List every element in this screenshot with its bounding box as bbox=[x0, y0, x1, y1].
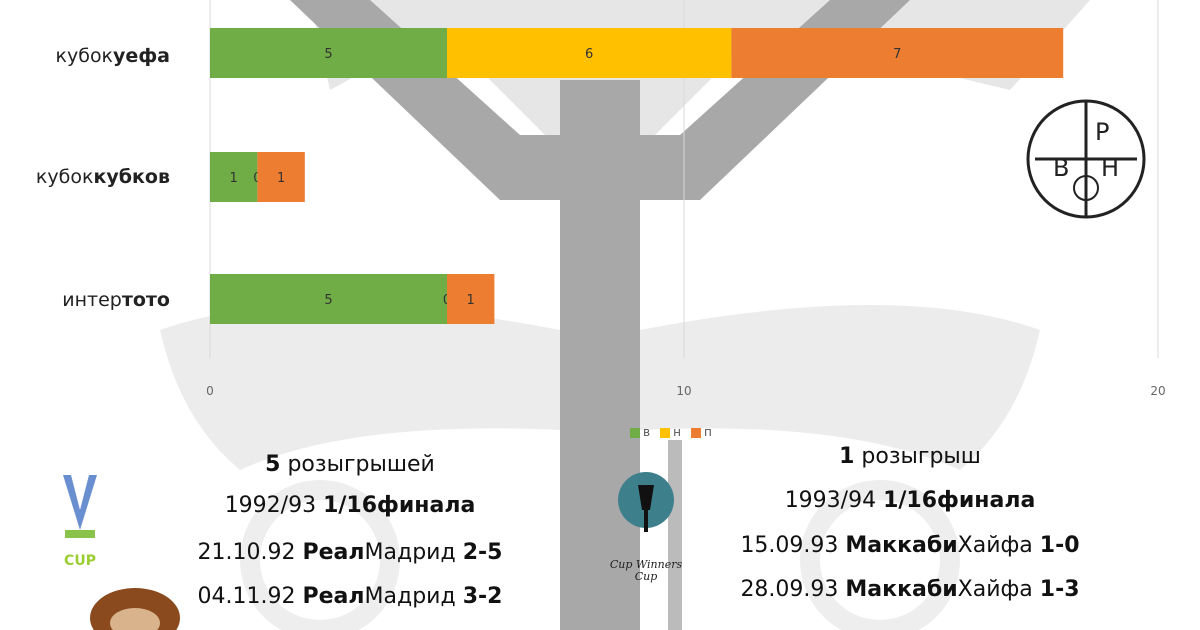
right-season: 1993/94 1/16финала bbox=[784, 488, 1036, 513]
vrn-logo: Р В Н bbox=[1026, 99, 1146, 219]
bar-segment bbox=[210, 28, 447, 78]
data-label: 5 bbox=[324, 293, 332, 308]
category-label-intertoto: интертото bbox=[62, 289, 170, 311]
right-match-2: 28.09.93 МаккабиХайфа 1-3 bbox=[740, 577, 1080, 602]
data-label: 6 bbox=[585, 47, 593, 62]
data-label: 7 bbox=[893, 47, 901, 62]
legend-item-loss: п bbox=[690, 425, 712, 439]
left-season: 1992/93 1/16финала bbox=[224, 493, 476, 518]
data-label: 1 bbox=[467, 293, 475, 308]
bar-segment bbox=[731, 28, 1064, 78]
x-tick-label: 20 bbox=[1150, 384, 1165, 398]
svg-text:Cup: Cup bbox=[635, 570, 658, 583]
x-tick-label: 10 bbox=[676, 384, 691, 398]
data-label: 1 bbox=[277, 171, 285, 186]
legend-item-win: в bbox=[630, 425, 650, 439]
svg-text:Cup Winners: Cup Winners bbox=[610, 558, 683, 571]
legend-item-draw: н bbox=[660, 425, 681, 439]
cup-winners-cup-logo: Cup Winners Cup bbox=[610, 472, 683, 583]
left-match-1: 21.10.92 РеалМадрид 2-5 bbox=[197, 540, 503, 565]
bar-segment bbox=[257, 152, 305, 202]
uefa-cup-logo: CUP bbox=[63, 475, 97, 569]
data-label: 1 bbox=[230, 171, 238, 186]
left-match-2: 04.11.92 РеалМадрид 3-2 bbox=[197, 584, 503, 609]
right-count: 1 розыгрыш bbox=[839, 444, 981, 469]
logo-letter: В bbox=[1053, 154, 1069, 182]
bar-segment bbox=[210, 152, 258, 202]
x-tick-label: 0 bbox=[206, 384, 214, 398]
bar-segment bbox=[447, 28, 732, 78]
right-match-1: 15.09.93 МаккабиХайфа 1-0 bbox=[740, 533, 1080, 558]
bar-segment bbox=[447, 274, 495, 324]
mascot-illustration bbox=[90, 588, 180, 630]
bar-segment bbox=[210, 274, 447, 324]
logo-letter: Р bbox=[1095, 118, 1109, 146]
logo-letter: Н bbox=[1101, 154, 1119, 182]
category-label-uefa: кубокуефа bbox=[55, 45, 171, 67]
category-label-cwc: кубоккубков bbox=[35, 166, 170, 188]
left-count: 5 розыгрышей bbox=[265, 452, 435, 477]
data-label: 5 bbox=[324, 47, 332, 62]
legend: в н п bbox=[630, 425, 712, 439]
svg-text:CUP: CUP bbox=[64, 553, 96, 569]
